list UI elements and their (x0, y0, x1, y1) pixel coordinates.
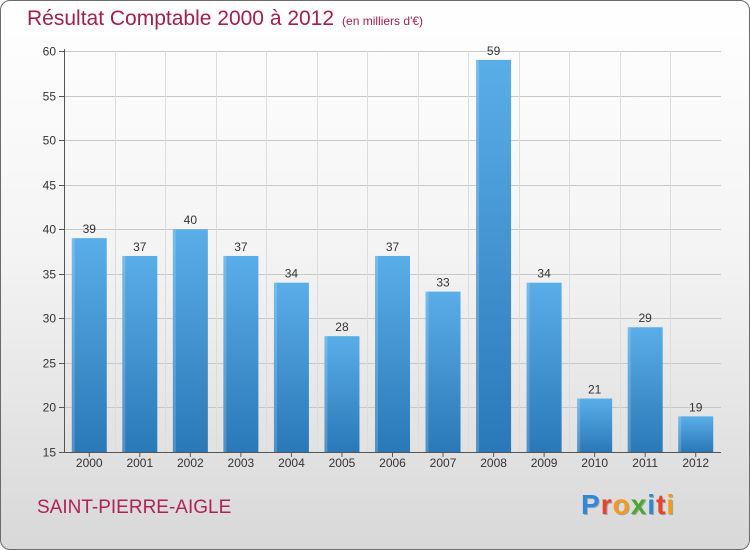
bar-value-label: 59 (487, 44, 501, 58)
bar-highlight (678, 416, 682, 452)
bar-value-label: 34 (285, 267, 299, 281)
bars (71, 59, 714, 453)
proxiti-logo: Proxiti (581, 489, 675, 521)
bar (678, 416, 714, 452)
bar-highlight (122, 255, 126, 452)
bar-highlight (324, 336, 328, 452)
y-tick-label: 45 (43, 179, 57, 193)
bar-value-label: 19 (689, 400, 703, 414)
x-tick-label: 2004 (278, 456, 305, 470)
x-tick-label: 2005 (329, 456, 356, 470)
bar (324, 336, 360, 452)
bar (172, 229, 208, 452)
y-tick-label: 60 (43, 45, 57, 59)
y-tick-label: 40 (43, 223, 57, 237)
bar (122, 255, 158, 452)
bar-value-label: 37 (133, 240, 147, 254)
bar-highlight (577, 398, 581, 452)
x-tick-label: 2006 (379, 456, 406, 470)
bar-highlight (273, 282, 277, 452)
x-tick-label: 2003 (228, 456, 255, 470)
bar (375, 255, 410, 452)
x-tick-label: 2002 (177, 456, 204, 470)
x-tick-label: 2009 (531, 456, 558, 470)
x-tick-label: 2000 (76, 456, 103, 470)
bar-value-label: 37 (386, 240, 400, 254)
bar-value-label: 28 (335, 320, 349, 334)
x-tick-label: 2008 (480, 456, 507, 470)
place-name: SAINT-PIERRE-AIGLE (37, 497, 232, 518)
y-tick-label: 50 (43, 134, 57, 148)
bar-value-label: 21 (588, 383, 602, 397)
bar-value-label: 29 (639, 311, 653, 325)
chart-title: Résultat Comptable 2000 à 2012 (en millie… (27, 7, 423, 31)
bar (273, 282, 309, 452)
y-tick-label: 20 (43, 401, 57, 415)
bar (526, 282, 562, 452)
x-tick-label: 2012 (682, 456, 709, 470)
x-tick-label: 2001 (126, 456, 153, 470)
logo-letter: i (666, 489, 676, 520)
logo-letter: o (612, 489, 631, 520)
title-unit: (en milliers d'€) (342, 14, 424, 28)
bar (425, 291, 461, 452)
labels: 15 20 25 30 35 40 45 50 55 60 39 2000 37 2001 40 2002 37… (43, 44, 710, 470)
logo-letter: r (600, 489, 613, 520)
logo-letter: i (647, 489, 657, 520)
bar (627, 327, 663, 452)
bar-highlight (71, 238, 75, 452)
logo-letter: P (581, 489, 601, 520)
axes (59, 49, 721, 457)
x-tick-label: 2011 (632, 456, 658, 470)
logo-letter: x (630, 489, 648, 520)
y-tick-label: 55 (43, 90, 57, 104)
bar-highlight (526, 282, 530, 452)
bar-highlight (375, 255, 378, 452)
bar-highlight (425, 291, 429, 452)
bar-value-label: 40 (184, 213, 198, 227)
bar-value-label: 34 (537, 267, 551, 281)
grid-lines (64, 51, 721, 452)
title-text: Résultat Comptable 2000 à 2012 (27, 7, 335, 30)
y-tick-label: 15 (43, 446, 57, 460)
x-tick-label: 2007 (430, 456, 457, 470)
y-tick-label: 25 (43, 357, 57, 371)
bar (476, 59, 512, 453)
logo-letter: t (656, 489, 667, 520)
bar (223, 255, 259, 452)
bar-highlight (627, 327, 631, 452)
bar-highlight (223, 255, 227, 452)
bar-highlight (476, 59, 480, 453)
x-tick-label: 2010 (581, 456, 608, 470)
bar (71, 238, 107, 452)
bar-highlight (172, 229, 176, 452)
y-tick-label: 30 (43, 312, 57, 326)
bar-value-label: 39 (83, 222, 97, 236)
bar (577, 398, 613, 452)
bar-value-label: 33 (436, 276, 450, 290)
bar-value-label: 37 (234, 240, 248, 254)
y-tick-label: 35 (43, 268, 57, 282)
